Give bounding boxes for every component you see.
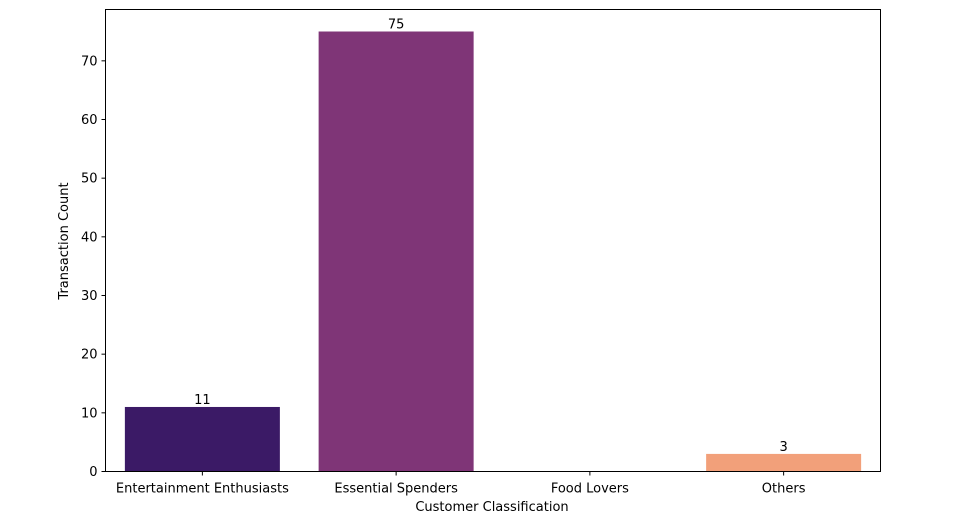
data-label-entertainment-enthusiasts: 11 (194, 393, 211, 408)
y-tick-label-60: 60 (81, 113, 98, 128)
y-axis-ticks: 0 10 20 30 40 50 60 70 (81, 54, 106, 480)
y-tick-label-20: 20 (81, 348, 98, 363)
x-axis-label: Customer Classification (415, 500, 568, 515)
y-tick-label-70: 70 (81, 54, 98, 69)
x-axis-ticks: Entertainment Enthusiasts Essential Spend… (116, 471, 806, 497)
x-tick-label-others: Others (762, 482, 806, 497)
plot-area-frame (105, 9, 881, 472)
data-label-essential-spenders: 75 (388, 18, 405, 33)
bars (124, 31, 862, 472)
x-tick-label-food-lovers: Food Lovers (551, 482, 629, 497)
bar-entertainment-enthusiasts (124, 406, 280, 472)
data-labels: 11 75 3 (194, 18, 788, 455)
y-tick-label-50: 50 (81, 172, 98, 187)
y-tick-label-10: 10 (81, 406, 98, 421)
y-tick-label-40: 40 (81, 230, 98, 245)
y-axis-label: Transaction Count (57, 182, 72, 300)
x-tick-label-essential-spenders: Essential Spenders (334, 482, 458, 497)
data-label-others: 3 (779, 440, 787, 455)
bar-essential-spenders (318, 31, 474, 472)
bar-others (706, 453, 862, 472)
x-tick-label-entertainment-enthusiasts: Entertainment Enthusiasts (116, 482, 289, 497)
y-tick-label-30: 30 (81, 289, 98, 304)
y-tick-label-0: 0 (89, 465, 97, 480)
